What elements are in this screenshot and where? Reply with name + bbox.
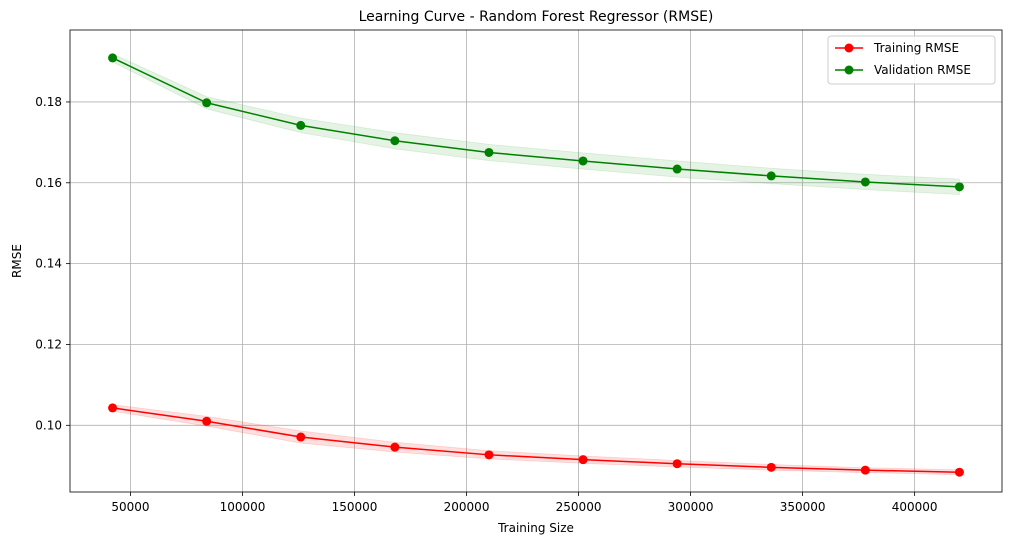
validation-rmse-point bbox=[672, 164, 682, 174]
legend-box bbox=[827, 35, 996, 85]
training-rmse-point bbox=[484, 450, 494, 460]
legend-marker-validation bbox=[844, 65, 854, 75]
y-tick-label: 0.12 bbox=[35, 337, 62, 351]
training-rmse-point bbox=[390, 442, 400, 452]
validation-rmse-point bbox=[484, 147, 494, 157]
validation-rmse-line bbox=[112, 57, 960, 188]
y-tick-label: 0.16 bbox=[35, 176, 62, 190]
legend-entry-validation: Validation RMSE bbox=[835, 63, 971, 77]
validation-rmse-point bbox=[108, 53, 118, 63]
training-rmse-point bbox=[578, 455, 588, 465]
validation-rmse-point bbox=[578, 156, 588, 166]
training-rmse-point bbox=[296, 432, 306, 442]
training-rmse-point bbox=[108, 403, 118, 413]
y-axis-label: RMSE bbox=[10, 244, 24, 278]
plot-frame bbox=[69, 29, 1003, 493]
validation-rmse-point bbox=[860, 177, 870, 187]
confidence-bands bbox=[112, 53, 960, 476]
x-tick-label: 50000 bbox=[111, 500, 149, 514]
training-rmse-line bbox=[112, 407, 960, 473]
validation-rmse-point bbox=[390, 136, 400, 146]
grid-lines bbox=[70, 30, 1002, 492]
training-rmse-point bbox=[766, 462, 776, 472]
legend-label-validation: Validation RMSE bbox=[874, 63, 971, 77]
training-rmse-point bbox=[202, 416, 212, 426]
x-tick-label: 400000 bbox=[892, 500, 938, 514]
legend: Training RMSE Validation RMSE bbox=[827, 35, 996, 85]
x-axis-label: Training Size bbox=[497, 521, 574, 535]
legend-entry-training: Training RMSE bbox=[835, 41, 959, 55]
y-tick-label: 0.18 bbox=[35, 95, 62, 109]
training-rmse-point bbox=[860, 465, 870, 475]
x-tick-label: 150000 bbox=[332, 500, 378, 514]
validation-rmse-point bbox=[296, 120, 306, 130]
y-tick-label: 0.10 bbox=[35, 418, 62, 432]
x-tick-label: 200000 bbox=[444, 500, 490, 514]
validation-rmse-point bbox=[954, 182, 964, 192]
series-lines bbox=[112, 57, 960, 473]
training-rmse-point bbox=[954, 467, 964, 477]
x-tick-label: 100000 bbox=[220, 500, 266, 514]
y-axis-ticks: 0.10 0.12 0.14 0.16 0.18 bbox=[35, 95, 70, 432]
series-markers bbox=[108, 53, 964, 477]
validation-rmse-band bbox=[112, 53, 960, 195]
validation-rmse-point bbox=[202, 98, 212, 108]
x-tick-label: 250000 bbox=[556, 500, 602, 514]
x-axis-ticks: 50000 100000 150000 200000 250000 300000 35000… bbox=[111, 492, 938, 514]
x-tick-label: 300000 bbox=[668, 500, 714, 514]
y-tick-label: 0.14 bbox=[35, 257, 62, 271]
legend-marker-training bbox=[844, 43, 854, 53]
validation-rmse-point bbox=[766, 171, 776, 181]
chart-title: Learning Curve - Random Forest Regressor… bbox=[359, 9, 714, 25]
training-rmse-point bbox=[672, 459, 682, 469]
legend-label-training: Training RMSE bbox=[873, 41, 959, 55]
x-tick-label: 350000 bbox=[780, 500, 826, 514]
